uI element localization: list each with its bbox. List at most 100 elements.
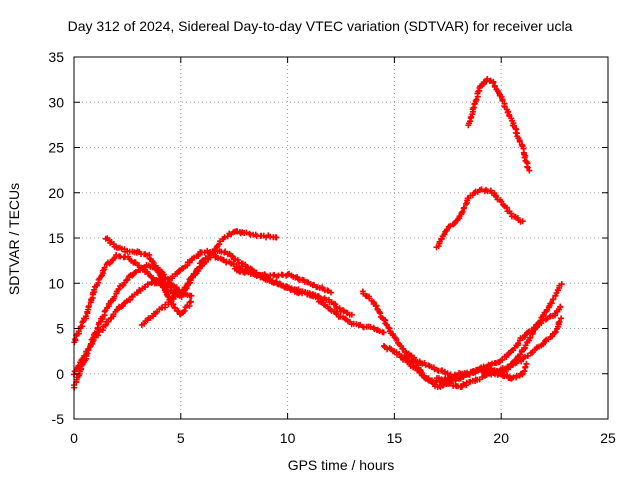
data-point [383, 321, 390, 328]
y-tick-label: 35 [48, 49, 64, 65]
data-point [72, 336, 79, 343]
data-point [526, 167, 533, 174]
data-point [409, 358, 416, 365]
data-point [113, 252, 120, 259]
data-point [101, 264, 108, 271]
data-point [463, 200, 469, 207]
y-tick-label: 5 [56, 321, 64, 337]
data-point [393, 336, 400, 343]
data-point [261, 271, 268, 278]
data-point [246, 230, 253, 237]
y-tick-label: 15 [48, 230, 64, 246]
data-point [221, 249, 228, 256]
data-point [91, 286, 98, 293]
data-point [521, 368, 528, 375]
x-tick-label: 5 [177, 430, 185, 446]
data-point [558, 315, 565, 322]
data-point [348, 311, 355, 318]
data-point [209, 249, 216, 256]
data-point [519, 218, 526, 225]
satellite-track-13 [433, 186, 526, 251]
data-point [556, 318, 563, 325]
data-point [178, 265, 185, 272]
data-point [221, 234, 228, 241]
x-tick-label: 10 [280, 430, 296, 446]
data-point [508, 210, 515, 217]
data-point [475, 88, 482, 95]
data-point [555, 320, 562, 327]
chart-title: Day 312 of 2024, Sidereal Day-to-day VTE… [67, 18, 573, 34]
data-point [187, 298, 194, 305]
data-point [328, 289, 335, 296]
satellite-track-14 [465, 75, 533, 174]
data-point [461, 204, 468, 211]
data-point [380, 342, 387, 349]
y-tick-label: 0 [56, 366, 64, 382]
data-point [314, 295, 321, 302]
x-tick-label: 25 [600, 430, 616, 446]
y-tick-label: 10 [48, 275, 64, 291]
data-point [111, 293, 118, 300]
data-point [376, 328, 383, 335]
data-point [90, 337, 97, 344]
data-point [273, 234, 280, 241]
data-point [229, 253, 236, 260]
data-point [411, 354, 418, 361]
data-point [552, 329, 559, 336]
data-point [367, 323, 374, 330]
data-point [165, 293, 172, 300]
data-point [373, 302, 380, 309]
grid-lines [74, 57, 608, 419]
data-point [522, 363, 529, 370]
data-point [490, 79, 497, 86]
data-point [341, 315, 348, 322]
data-point [75, 362, 82, 369]
y-tick-label: 30 [48, 94, 64, 110]
data-point [524, 352, 531, 359]
data-point [542, 337, 549, 344]
data-point [448, 374, 455, 381]
data-point [528, 327, 535, 334]
data-point [79, 319, 86, 326]
data-point [515, 340, 522, 347]
satellite-track-12 [487, 360, 530, 382]
data-point [431, 366, 438, 373]
data-point [75, 328, 82, 335]
data-point [188, 292, 195, 299]
x-axis-label: GPS time / hours [287, 457, 395, 473]
data-point [550, 296, 557, 303]
data-point [79, 356, 86, 363]
data-points [70, 75, 565, 391]
data-point [459, 208, 466, 215]
data-point [523, 360, 530, 367]
data-point [548, 300, 555, 307]
data-point [144, 281, 151, 288]
satellite-track-4 [102, 235, 194, 318]
satellite-track-2 [71, 261, 184, 391]
y-tick-label: 25 [48, 140, 64, 156]
data-point [288, 285, 295, 292]
y-tick-label: -5 [52, 411, 65, 427]
data-point [498, 198, 505, 205]
axis-ticks: 0 5 10 15 20 25 -5 0 5 10 15 20 25 30 35 [48, 49, 616, 446]
satellite-track-7 [231, 265, 335, 296]
x-tick-label: 20 [493, 430, 509, 446]
data-point [80, 318, 87, 325]
data-point [340, 307, 347, 314]
satellite-track-10 [402, 303, 564, 386]
x-tick-label: 0 [70, 430, 78, 446]
data-point [94, 332, 101, 339]
data-point [527, 334, 534, 341]
data-point [124, 276, 131, 283]
data-point [380, 329, 387, 336]
data-point [336, 305, 343, 312]
data-point [557, 303, 564, 310]
data-point [400, 345, 407, 352]
data-point [516, 138, 523, 145]
y-tick-label: 20 [48, 185, 64, 201]
data-point [438, 376, 445, 383]
data-point [181, 307, 188, 314]
satellite-track-5 [138, 228, 280, 328]
x-tick-label: 15 [387, 430, 403, 446]
